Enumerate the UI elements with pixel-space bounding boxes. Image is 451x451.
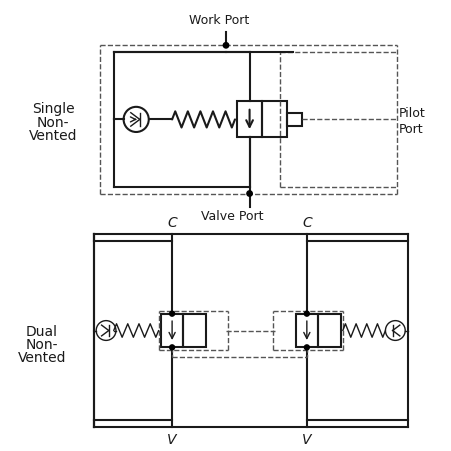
Bar [161,314,183,348]
Text: Vented: Vented [29,129,77,143]
Circle shape [246,191,252,197]
Text: Non-: Non- [37,115,69,129]
Bar [295,314,318,348]
Bar [261,102,286,138]
Text: Valve Port: Valve Port [201,210,263,223]
Text: Work Port: Work Port [189,14,249,28]
Circle shape [169,345,174,350]
Bar [183,314,205,348]
Bar [237,102,261,138]
Circle shape [223,43,228,49]
Bar [318,314,340,348]
Text: Dual: Dual [26,324,58,338]
Text: Port: Port [398,123,423,136]
Text: Single: Single [32,102,74,116]
Bar [286,113,302,127]
Text: V: V [301,432,311,446]
Text: Vented: Vented [18,351,66,365]
Text: Non-: Non- [26,337,58,351]
Circle shape [169,312,174,317]
Text: V: V [167,432,176,446]
Circle shape [304,345,308,350]
Text: C: C [301,215,311,229]
Text: C: C [167,215,177,229]
Text: Pilot: Pilot [398,107,425,120]
Circle shape [304,312,308,317]
